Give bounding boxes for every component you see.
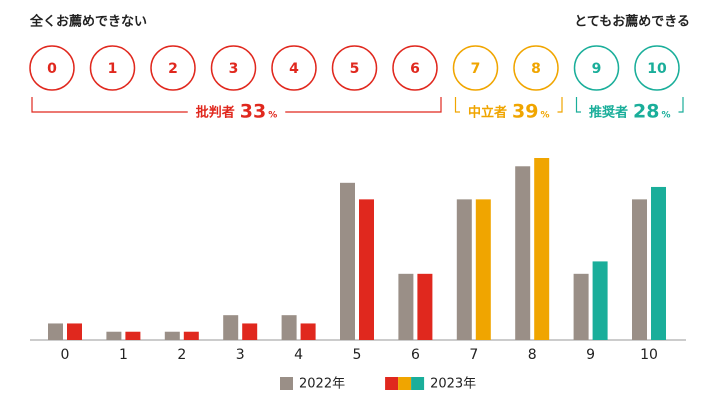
group-bracket: [557, 97, 563, 113]
group-label: 推奨者: [589, 105, 628, 121]
left-label: 全くお薦めできない: [29, 14, 147, 30]
x-tick-label: 3: [236, 347, 245, 363]
x-tick-label: 5: [353, 347, 362, 363]
bar: [651, 186, 666, 340]
bar: [398, 273, 414, 340]
score-circle: [150, 45, 196, 91]
bar: [534, 158, 550, 340]
bar: [417, 273, 433, 340]
group-label: 中立者: [468, 105, 507, 121]
group-percent: 33: [240, 101, 266, 123]
group-bracket: [31, 97, 188, 113]
bar: [242, 323, 258, 340]
bar: [515, 166, 531, 340]
score-circle: [271, 45, 317, 91]
bar: [359, 199, 374, 340]
bar: [475, 199, 491, 340]
bar: [456, 199, 472, 340]
score-circle: [513, 45, 559, 91]
x-tick-label: 10: [640, 347, 658, 363]
score-circle: [331, 45, 378, 91]
score-circle: [634, 45, 680, 91]
score-circle: [452, 45, 499, 91]
group-unit: %: [268, 111, 277, 121]
group-percent: 28: [633, 101, 659, 123]
bar: [125, 331, 141, 340]
legend-label: 2022年: [299, 377, 345, 392]
x-tick-label: 6: [411, 347, 420, 363]
group-percent: 39: [512, 101, 538, 123]
x-tick-label: 7: [469, 347, 478, 363]
score-label: 8: [531, 61, 541, 77]
x-tick-label: 1: [119, 347, 128, 363]
score-label: 2: [168, 61, 178, 77]
score-label: 6: [410, 61, 420, 77]
legend-swatch: [280, 377, 293, 390]
bar: [164, 331, 180, 340]
bar: [281, 315, 297, 340]
score-circle: [29, 45, 75, 91]
legend-swatch: [398, 377, 412, 390]
x-tick-label: 8: [528, 347, 537, 363]
legend-label: 2023年: [430, 377, 476, 392]
x-tick-label: 0: [61, 347, 70, 363]
bar: [592, 261, 608, 340]
bar: [48, 323, 63, 340]
score-circle: [392, 45, 438, 91]
score-label: 3: [229, 61, 239, 77]
x-tick-label: 4: [294, 347, 303, 363]
bar: [223, 315, 239, 340]
score-label: 0: [47, 61, 57, 77]
bar: [67, 323, 82, 340]
group-label: 批判者: [196, 105, 235, 121]
score-circle: [89, 45, 136, 91]
score-label: 1: [108, 61, 118, 77]
bar: [632, 199, 647, 340]
bar: [573, 273, 589, 340]
group-unit: %: [540, 111, 549, 121]
group-bracket: [678, 97, 684, 113]
bar: [183, 331, 199, 340]
x-tick-label: 9: [586, 347, 595, 363]
bar: [340, 182, 355, 340]
group-bracket: [454, 97, 460, 113]
group-bracket: [285, 97, 442, 113]
group-unit: %: [661, 111, 670, 121]
right-label: とてもお薦めできる: [574, 14, 690, 30]
score-circle: [210, 45, 257, 91]
score-label: 10: [647, 61, 667, 77]
bar: [300, 323, 316, 340]
legend-swatch: [385, 377, 399, 390]
score-label: 4: [289, 61, 299, 77]
x-tick-label: 2: [177, 347, 186, 363]
score-circle: [573, 45, 620, 91]
score-label: 7: [471, 61, 481, 77]
legend-swatch: [411, 377, 425, 390]
bar: [106, 331, 122, 340]
score-label: 5: [350, 61, 360, 77]
score-label: 9: [592, 61, 602, 77]
group-bracket: [575, 97, 581, 113]
